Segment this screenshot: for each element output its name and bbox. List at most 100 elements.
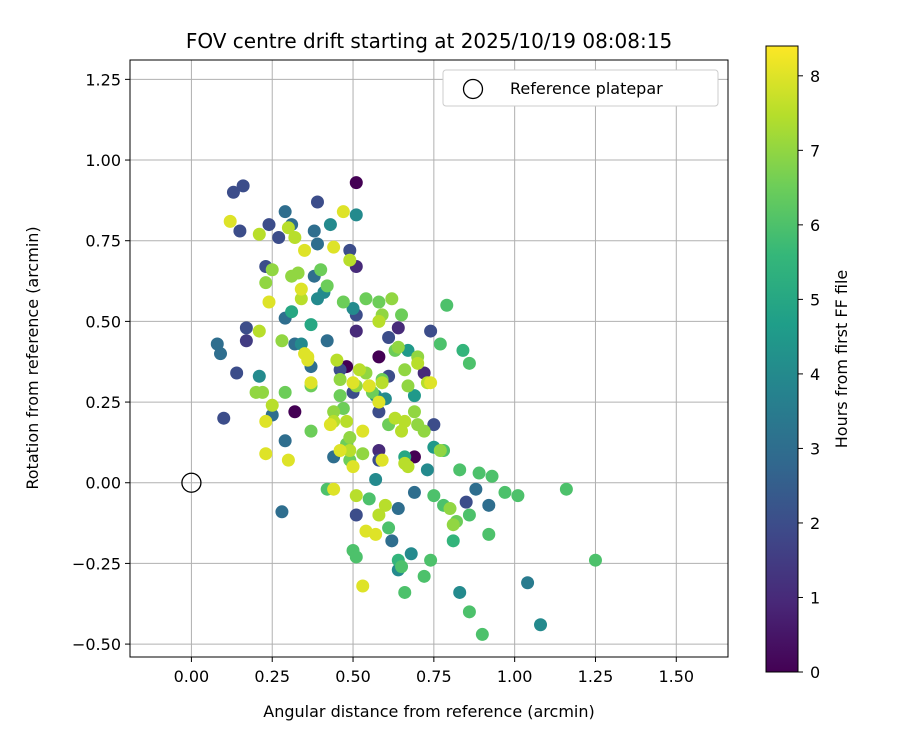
y-tick-label: −0.25: [72, 554, 121, 573]
data-point: [453, 585, 467, 599]
data-point: [356, 424, 370, 438]
data-point: [453, 463, 467, 477]
data-point: [462, 605, 476, 619]
data-point: [427, 489, 441, 503]
data-point: [314, 263, 328, 277]
data-point: [369, 527, 383, 541]
data-point: [278, 385, 292, 399]
data-point: [372, 295, 386, 309]
chart-title: FOV centre drift starting at 2025/10/19 …: [186, 29, 672, 53]
colorbar-tick-label: 8: [810, 67, 820, 86]
data-point: [427, 418, 441, 432]
data-point: [226, 185, 240, 199]
data-point: [346, 376, 360, 390]
data-point: [252, 227, 266, 241]
data-point: [230, 366, 244, 380]
data-point: [310, 195, 324, 209]
data-point: [407, 405, 421, 419]
x-tick-label: 1.25: [578, 667, 614, 686]
data-point: [259, 276, 273, 290]
data-point: [327, 240, 341, 254]
data-point: [391, 340, 405, 354]
data-point: [369, 473, 383, 487]
data-point: [382, 331, 396, 345]
data-point: [349, 208, 363, 222]
data-point: [391, 321, 405, 335]
data-point: [462, 508, 476, 522]
x-tick-label: 0.50: [335, 667, 371, 686]
data-point: [239, 321, 253, 335]
data-point: [588, 553, 602, 567]
data-point: [359, 292, 373, 306]
legend-box: [442, 69, 719, 107]
y-tick-label: −0.50: [72, 635, 121, 654]
data-point: [382, 521, 396, 535]
data-point: [521, 576, 535, 590]
data-point: [385, 292, 399, 306]
data-point: [275, 505, 289, 519]
data-point: [340, 414, 354, 428]
x-tick-label: 1.00: [497, 667, 533, 686]
data-point: [281, 221, 295, 235]
data-point: [239, 334, 253, 348]
x-tick-label: 0.00: [174, 667, 210, 686]
grid-lines: [130, 60, 728, 657]
data-point: [346, 301, 360, 315]
data-point: [462, 356, 476, 370]
colorbar-tick-label: 7: [810, 141, 820, 160]
data-point: [398, 363, 412, 377]
colorbar-tick-label: 2: [810, 514, 820, 533]
data-point: [424, 553, 438, 567]
plot-frame: [129, 59, 729, 658]
data-point: [278, 434, 292, 448]
data-point: [272, 230, 286, 244]
y-tick-label: 0.75: [85, 232, 121, 251]
data-point: [443, 502, 457, 516]
data-point: [233, 224, 247, 238]
data-point: [424, 376, 438, 390]
data-point: [459, 495, 473, 509]
data-point: [372, 395, 386, 409]
data-point: [304, 318, 318, 332]
data-point: [482, 527, 496, 541]
data-point: [259, 447, 273, 461]
x-tick-label: 0.75: [416, 667, 452, 686]
data-point: [446, 534, 460, 548]
data-point: [349, 550, 363, 564]
data-point: [398, 585, 412, 599]
data-point: [372, 405, 386, 419]
data-point: [275, 334, 289, 348]
data-point: [349, 324, 363, 338]
colorbar: 0 1 2 3 4 5 6 7 8 Hours from first FF file: [765, 45, 851, 682]
y-tick-label: 0.25: [85, 393, 121, 412]
data-point: [417, 424, 431, 438]
data-point: [343, 443, 357, 457]
data-point: [498, 485, 512, 499]
x-tick-label: 1.50: [658, 667, 694, 686]
data-point: [336, 295, 350, 309]
colorbar-tick-label: 4: [810, 365, 820, 384]
data-point: [485, 469, 499, 483]
data-point: [285, 269, 299, 283]
data-point: [372, 350, 386, 364]
legend-marker-hollow-circle: [462, 78, 484, 100]
data-point: [265, 263, 279, 277]
data-point: [349, 489, 363, 503]
data-point: [559, 482, 573, 496]
colorbar-tick-label: 0: [810, 663, 820, 682]
data-point: [407, 485, 421, 499]
data-point: [372, 314, 386, 328]
data-point: [327, 482, 341, 496]
data-point: [249, 385, 263, 399]
data-point: [223, 214, 237, 228]
data-point: [236, 179, 250, 193]
data-point: [401, 460, 415, 474]
colorbar-tick-label: 5: [810, 290, 820, 309]
data-point: [353, 363, 367, 377]
data-point: [456, 343, 470, 357]
data-point: [262, 295, 276, 309]
data-point: [217, 411, 231, 425]
data-point: [356, 579, 370, 593]
data-point: [433, 443, 447, 457]
